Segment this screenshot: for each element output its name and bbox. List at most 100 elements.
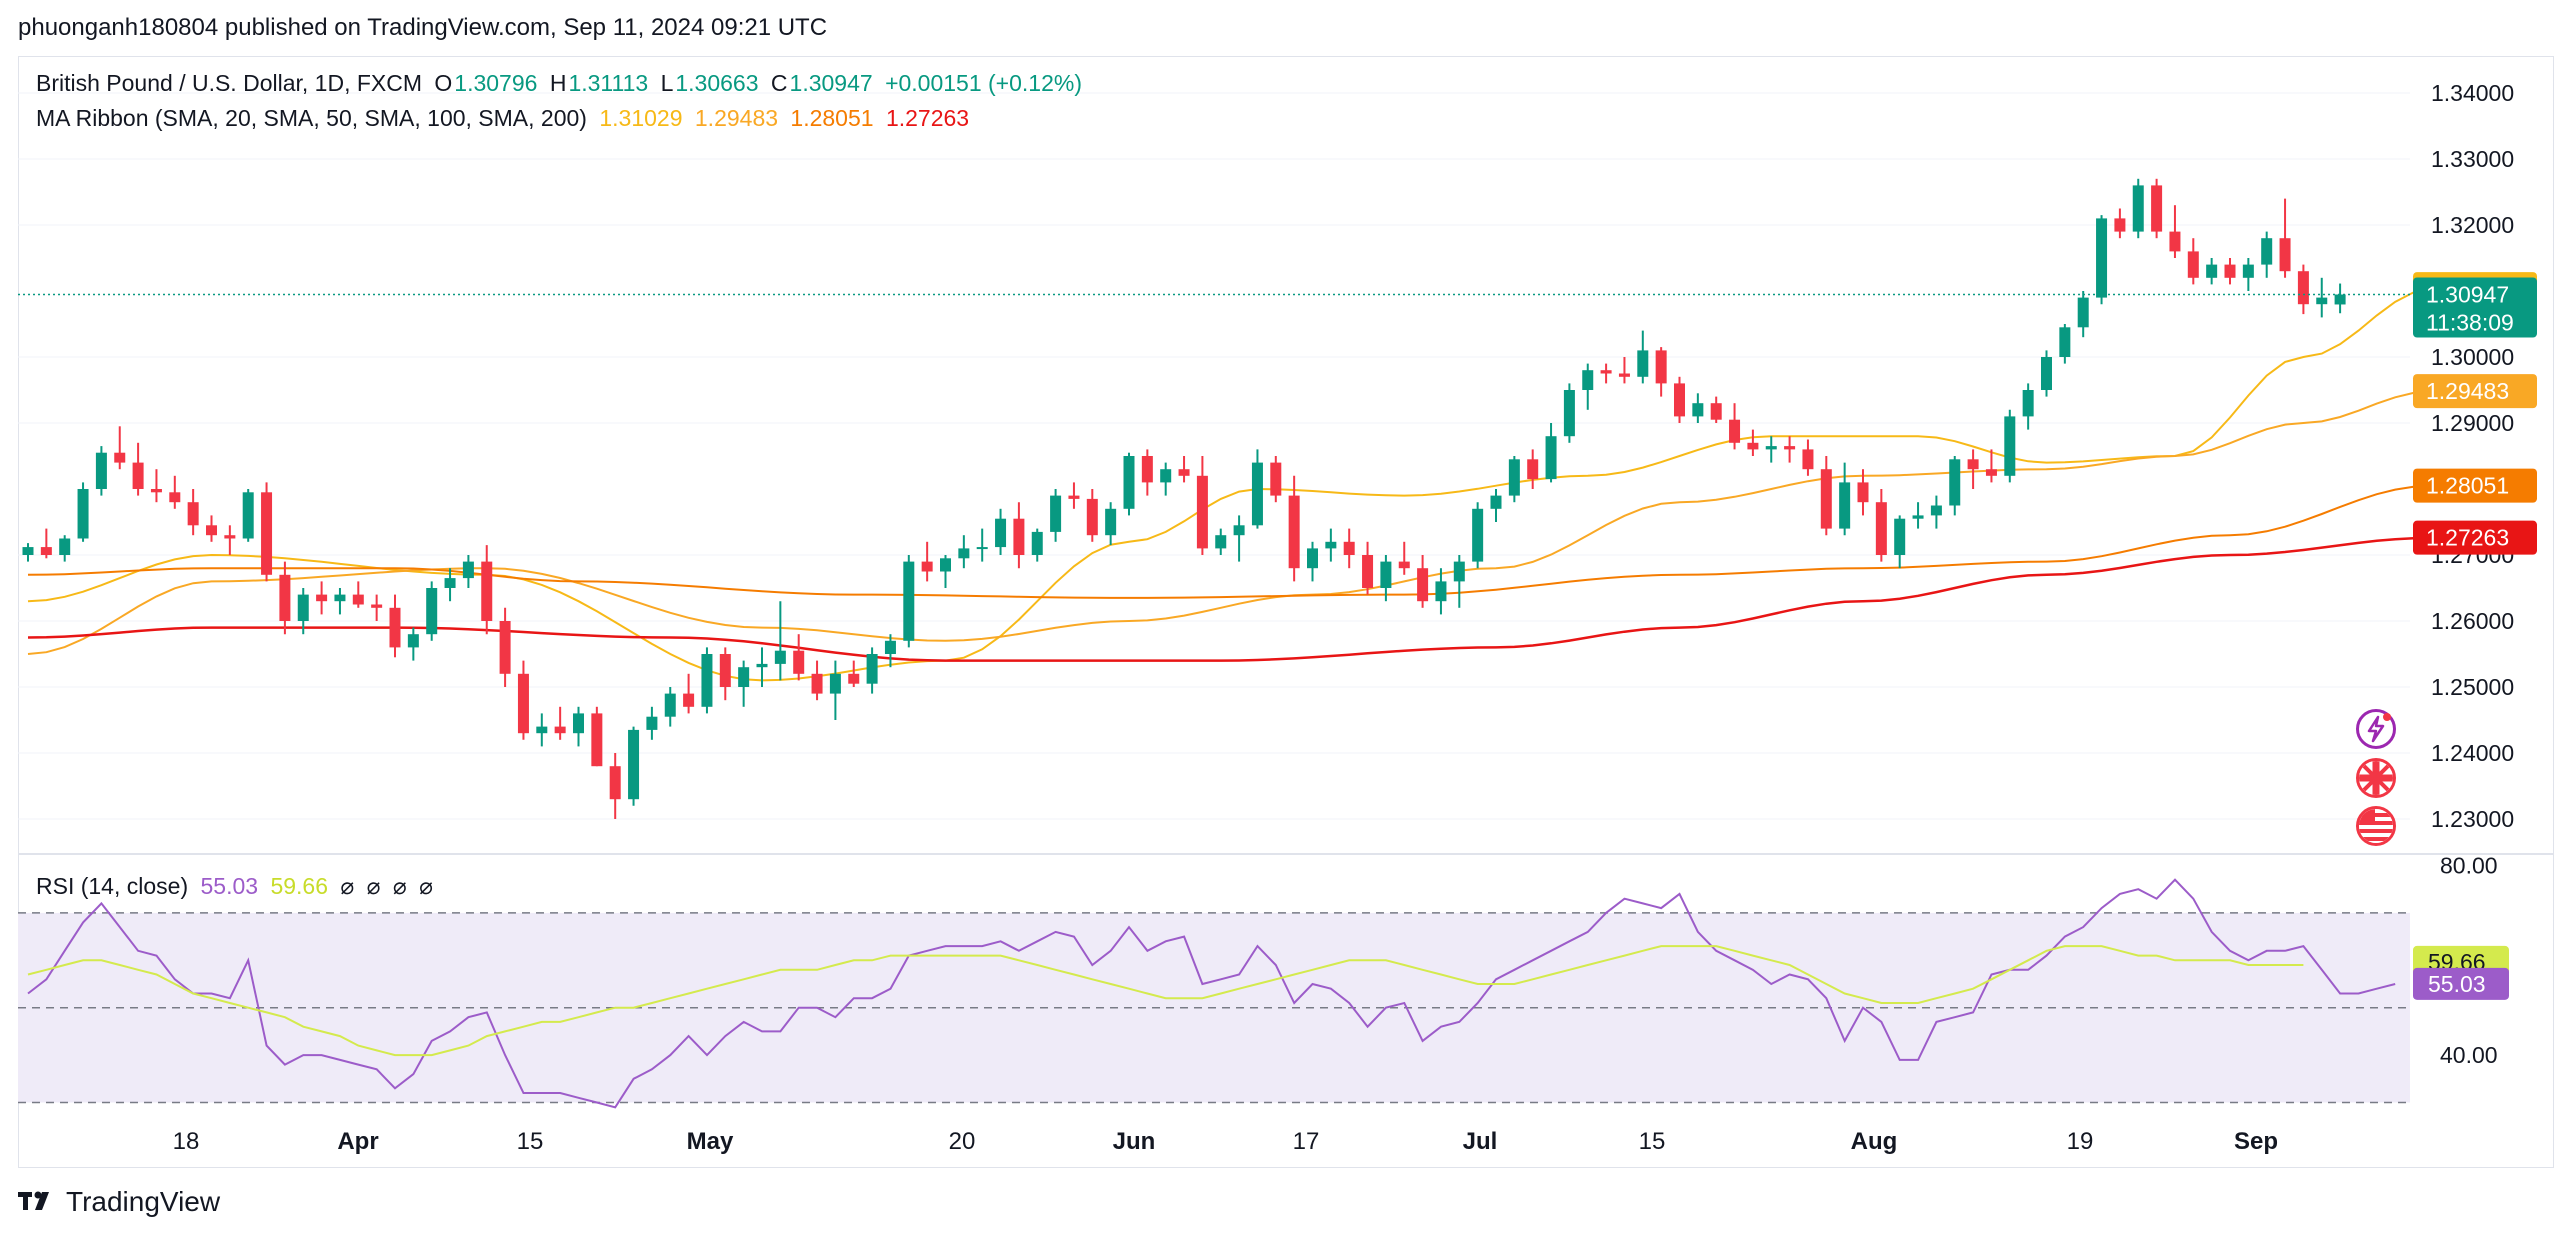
ma-ribbon-legend: MA Ribbon (SMA, 20, SMA, 50, SMA, 100, S… — [36, 105, 975, 132]
ma100-value: 1.28051 — [790, 105, 874, 131]
candle-body — [738, 667, 750, 687]
time-tick-label: Jul — [1463, 1128, 1498, 1155]
candle-body — [1160, 469, 1172, 483]
candle-body — [2297, 271, 2309, 305]
sma20-line — [27, 288, 2433, 682]
candle-body — [1233, 525, 1245, 536]
candle-body — [297, 594, 309, 621]
published-text: phuonganh180804 published on TradingView… — [18, 14, 828, 41]
candle-body — [554, 726, 566, 734]
candle-body — [1527, 459, 1539, 480]
candle-body — [921, 561, 933, 572]
candle-body — [1398, 561, 1410, 569]
candle-body — [1729, 419, 1741, 443]
candle-body — [1141, 456, 1153, 483]
candle-body — [1086, 498, 1098, 536]
rsi-value: 55.03 — [200, 873, 259, 899]
candle-body — [2316, 297, 2328, 305]
candle-body — [1857, 482, 1869, 503]
candle-body — [866, 654, 878, 684]
candle-body — [1417, 568, 1429, 602]
open-label: O — [434, 70, 453, 96]
candle-body — [1875, 502, 1887, 555]
time-tick-label: Apr — [337, 1128, 378, 1155]
candle-body — [499, 621, 511, 674]
candle-body — [1710, 403, 1722, 420]
rsi-tick-label: 80.00 — [2440, 852, 2498, 878]
candle-body — [1453, 561, 1465, 582]
price-tick-label: 1.32000 — [2431, 212, 2514, 238]
candle-body — [2151, 185, 2163, 232]
price-label-box — [2413, 277, 2537, 338]
candle-body — [1178, 469, 1190, 476]
us-flag-icon[interactable] — [2356, 806, 2396, 846]
countdown-label-text: 11:38:09 — [2426, 309, 2514, 335]
ma-ribbon-title: MA Ribbon (SMA, 20, SMA, 50, SMA, 100, S… — [36, 105, 587, 131]
candle-body — [2242, 264, 2254, 278]
candle-body — [1105, 508, 1117, 536]
candle-body — [206, 525, 217, 536]
candle-body — [628, 729, 640, 800]
high-value: 1.31113 — [568, 70, 649, 96]
candle-body — [1472, 508, 1484, 562]
price-tick-label: 1.24000 — [2431, 740, 2514, 766]
candle-body — [279, 574, 291, 621]
candle-body — [187, 502, 199, 526]
price-label-text: 1.27263 — [2426, 525, 2509, 551]
uk-flag-icon[interactable] — [2356, 758, 2396, 798]
candle-body — [2279, 238, 2291, 272]
candle-body — [95, 452, 107, 489]
candle-body — [1123, 456, 1135, 509]
candle-body — [1655, 350, 1667, 384]
candle-body — [1949, 459, 1961, 506]
candle-body — [114, 452, 126, 463]
candle-body — [1490, 495, 1502, 509]
candle-body — [132, 462, 144, 489]
candle-body — [903, 561, 915, 641]
candle-body — [793, 650, 805, 674]
rsi-value-box — [2413, 967, 2509, 1000]
candle-body — [2132, 185, 2144, 232]
price-tick-label: 1.26000 — [2431, 608, 2514, 634]
candle-body — [701, 654, 713, 707]
brand-name: TradingView — [66, 1186, 221, 1217]
candle-body — [481, 561, 493, 621]
candle-body — [1674, 383, 1685, 417]
ma50-value: 1.29483 — [694, 105, 779, 131]
rsi-ma-value: 59.66 — [270, 873, 329, 899]
candle-body — [352, 594, 364, 605]
candle-body — [573, 713, 584, 734]
candle-body — [1050, 495, 1062, 532]
candle-body — [1912, 515, 1924, 519]
candle-body — [517, 673, 529, 734]
time-tick-label: Sep — [2234, 1128, 2278, 1155]
candle-body — [976, 547, 988, 550]
candle-body — [1270, 462, 1282, 496]
time-tick-label: 15 — [517, 1128, 544, 1155]
candle-body — [683, 693, 695, 707]
candle-body — [2022, 390, 2034, 417]
candle-body — [2096, 218, 2108, 298]
candle-body — [2114, 218, 2126, 232]
candle-body — [536, 726, 548, 734]
candle-body — [1582, 370, 1594, 390]
sma50-line — [27, 390, 2432, 655]
high-label: H — [549, 70, 567, 96]
low-value: 1.30663 — [675, 70, 759, 96]
candle-body — [1784, 446, 1796, 450]
candle-body — [1600, 370, 1612, 374]
price-tick-label: 1.25000 — [2431, 674, 2514, 700]
low-label: L — [660, 70, 674, 96]
price-tick-label: 1.33000 — [2431, 146, 2514, 172]
candle-body — [2041, 357, 2052, 390]
rsi-line — [27, 878, 2396, 1109]
candle-body — [848, 673, 860, 684]
footer-brand[interactable]: TradingView — [18, 1186, 220, 1218]
price-tick-label: 1.23000 — [2431, 806, 2514, 832]
candle-body — [1215, 535, 1227, 549]
candle-body — [1031, 531, 1043, 555]
lightning-icon[interactable] — [2356, 709, 2396, 749]
candle-body — [334, 594, 346, 602]
change-value: +0.00151 (+0.12%) — [885, 70, 1082, 96]
